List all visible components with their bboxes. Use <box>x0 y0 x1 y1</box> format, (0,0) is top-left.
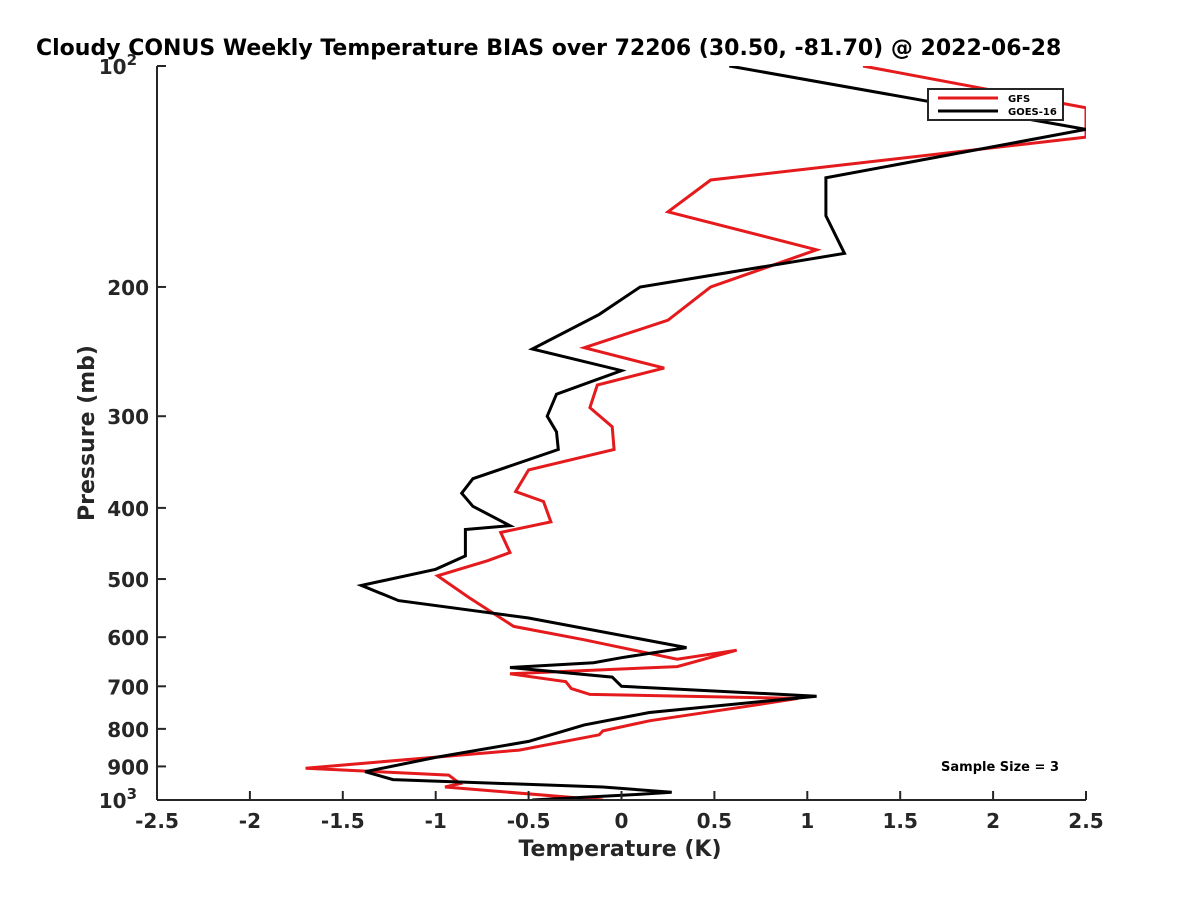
x-tick-label: -1.5 <box>321 809 365 833</box>
sample-size-annotation: Sample Size = 3 <box>941 760 1059 775</box>
x-tick-label: 2.5 <box>1068 809 1103 833</box>
x-tick-label: -2 <box>239 809 261 833</box>
y-tick-label: 800 <box>107 718 149 742</box>
y-tick-label: 400 <box>107 497 149 521</box>
y-tick-label: 200 <box>107 276 149 300</box>
x-axis-label: Temperature (K) <box>518 837 721 862</box>
x-tick-label: 1 <box>800 809 814 833</box>
x-tick-label: -1 <box>425 809 447 833</box>
legend-box <box>927 88 1064 121</box>
legend-label: GFS <box>1008 94 1030 105</box>
y-tick-label: 300 <box>107 405 149 429</box>
y-axis-label: Pressure (mb) <box>75 345 100 521</box>
y-tick-label: 900 <box>107 755 149 779</box>
y-tick-label: 700 <box>107 675 149 699</box>
x-tick-label: 0 <box>615 809 629 833</box>
legend-label: GOES-16 <box>1008 107 1057 118</box>
y-tick-label: 102 <box>99 51 137 79</box>
series-line-goes-16 <box>356 66 1086 800</box>
series-layer <box>305 66 1086 800</box>
y-tick-label: 103 <box>99 785 137 813</box>
chart-title: Cloudy CONUS Weekly Temperature BIAS ove… <box>36 36 1061 61</box>
x-tick-label: -0.5 <box>507 809 551 833</box>
legend: GFS GOES-16 <box>927 88 1064 121</box>
x-tick-label: 0.5 <box>697 809 732 833</box>
x-tick-label: 1.5 <box>882 809 917 833</box>
x-tick-label: -2.5 <box>135 809 179 833</box>
y-tick-label: 600 <box>107 626 149 650</box>
y-tick-label: 500 <box>107 568 149 592</box>
series-line-gfs <box>305 66 1086 800</box>
axes-layer: -2.5 -2 -1.5 -1 -0.5 0 0.5 1 1.5 2 2.5 102 200 300 400… <box>99 51 1104 833</box>
x-tick-label: 2 <box>986 809 1000 833</box>
